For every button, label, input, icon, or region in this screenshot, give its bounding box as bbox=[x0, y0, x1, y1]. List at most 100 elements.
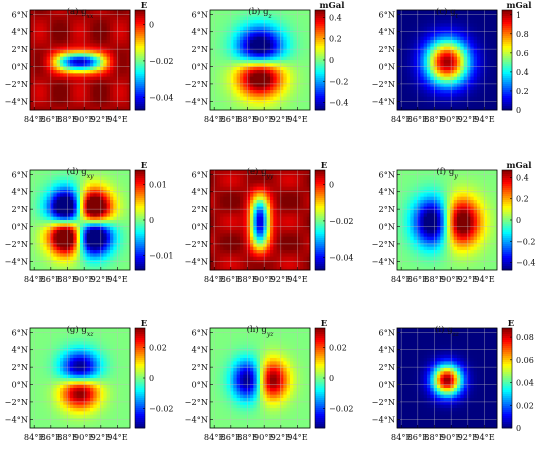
heatmap-cell bbox=[303, 200, 307, 204]
heatmap-cell bbox=[243, 27, 247, 31]
heatmap-cell bbox=[253, 197, 257, 201]
heatmap-cell bbox=[113, 260, 117, 264]
heatmap-cell bbox=[290, 230, 294, 234]
heatmap-cell bbox=[70, 57, 74, 61]
heatmap-cell bbox=[53, 97, 57, 101]
heatmap-cell bbox=[223, 103, 227, 107]
heatmap-cell bbox=[77, 47, 81, 51]
heatmap-cell bbox=[220, 260, 224, 264]
heatmap-cell bbox=[50, 247, 54, 251]
heatmap-cell bbox=[30, 260, 34, 264]
heatmap-cell bbox=[430, 67, 434, 71]
heatmap-cell bbox=[213, 67, 217, 71]
heatmap-cell bbox=[120, 93, 124, 97]
heatmap-cell bbox=[297, 207, 301, 211]
heatmap-cell bbox=[60, 213, 64, 217]
heatmap-cell bbox=[293, 20, 297, 24]
heatmap-cell bbox=[33, 240, 37, 244]
heatmap-cell bbox=[230, 77, 234, 81]
heatmap-cell bbox=[240, 203, 244, 207]
heatmap-cell bbox=[293, 227, 297, 231]
heatmap-cell bbox=[213, 220, 217, 224]
heatmap-cell bbox=[490, 50, 494, 54]
heatmap-cell bbox=[227, 80, 231, 84]
heatmap-cell bbox=[270, 247, 274, 251]
heatmap-cell bbox=[464, 93, 468, 97]
heatmap-cell bbox=[50, 97, 54, 101]
heatmap-cell bbox=[477, 70, 481, 74]
heatmap-cell bbox=[280, 227, 284, 231]
heatmap-cell bbox=[420, 80, 424, 84]
heatmap-cell bbox=[283, 53, 287, 57]
heatmap-cell bbox=[63, 217, 67, 221]
heatmap-cell bbox=[70, 77, 74, 81]
heatmap-cell bbox=[247, 233, 251, 237]
heatmap-cell bbox=[467, 67, 471, 71]
heatmap-cell bbox=[300, 97, 304, 101]
heatmap-cell bbox=[80, 53, 84, 57]
heatmap-cell bbox=[250, 210, 254, 214]
heatmap-cell bbox=[260, 70, 264, 74]
heatmap-cell bbox=[447, 40, 451, 44]
heatmap-cell bbox=[450, 97, 454, 101]
heatmap-cell bbox=[210, 213, 214, 217]
heatmap-cell bbox=[223, 233, 227, 237]
heatmap-cell bbox=[100, 230, 104, 234]
heatmap-cell bbox=[487, 90, 491, 94]
heatmap-cell bbox=[247, 253, 251, 257]
heatmap-cell bbox=[103, 187, 107, 191]
heatmap-cell bbox=[63, 100, 67, 104]
heatmap-cell bbox=[283, 227, 287, 231]
heatmap-cell bbox=[464, 20, 468, 24]
heatmap-cell bbox=[220, 43, 224, 47]
heatmap-cell bbox=[404, 47, 408, 51]
heatmap-cell bbox=[210, 37, 214, 41]
heatmap-cell bbox=[470, 50, 474, 54]
heatmap-cell bbox=[57, 43, 61, 47]
heatmap-cell bbox=[243, 240, 247, 244]
heatmap-cell bbox=[277, 87, 281, 91]
heatmap-cell bbox=[287, 10, 291, 14]
heatmap-cell bbox=[67, 250, 71, 254]
heatmap-cell bbox=[60, 97, 64, 101]
heatmap-cell bbox=[437, 20, 441, 24]
heatmap-cell bbox=[460, 40, 464, 44]
heatmap-cell bbox=[450, 37, 454, 41]
heatmap-cell bbox=[90, 67, 94, 71]
heatmap-cell bbox=[123, 53, 127, 57]
heatmap-cell bbox=[424, 60, 428, 64]
heatmap-cell bbox=[457, 37, 461, 41]
heatmap-cell bbox=[57, 227, 61, 231]
heatmap-cell bbox=[223, 20, 227, 24]
heatmap-cell bbox=[287, 240, 291, 244]
heatmap-cell bbox=[457, 60, 461, 64]
heatmap-cell bbox=[240, 247, 244, 251]
heatmap-cell bbox=[487, 97, 491, 101]
heatmap-cell bbox=[290, 47, 294, 51]
heatmap-cell bbox=[237, 90, 241, 94]
heatmap-cell bbox=[47, 177, 51, 181]
heatmap-cell bbox=[440, 53, 444, 57]
heatmap-cell bbox=[117, 187, 121, 191]
heatmap-cell bbox=[487, 100, 491, 104]
heatmap-cell bbox=[414, 90, 418, 94]
heatmap-cell bbox=[460, 17, 464, 21]
heatmap-cell bbox=[237, 260, 241, 264]
heatmap-cell bbox=[260, 97, 264, 101]
heatmap-cell bbox=[120, 103, 124, 107]
heatmap-cell bbox=[30, 50, 34, 54]
heatmap-cell bbox=[57, 60, 61, 64]
heatmap-cell bbox=[113, 197, 117, 201]
heatmap-cell bbox=[33, 87, 37, 91]
heatmap-cell bbox=[434, 23, 438, 27]
heatmap-cell bbox=[250, 197, 254, 201]
heatmap-cell bbox=[230, 207, 234, 211]
heatmap-cell bbox=[400, 70, 404, 74]
heatmap-cell bbox=[67, 87, 71, 91]
heatmap-cell bbox=[220, 100, 224, 104]
heatmap-cell bbox=[83, 230, 87, 234]
heatmap-cell bbox=[63, 203, 67, 207]
heatmap-cell bbox=[297, 87, 301, 91]
heatmap-cell bbox=[117, 57, 121, 61]
heatmap-cell bbox=[107, 197, 111, 201]
